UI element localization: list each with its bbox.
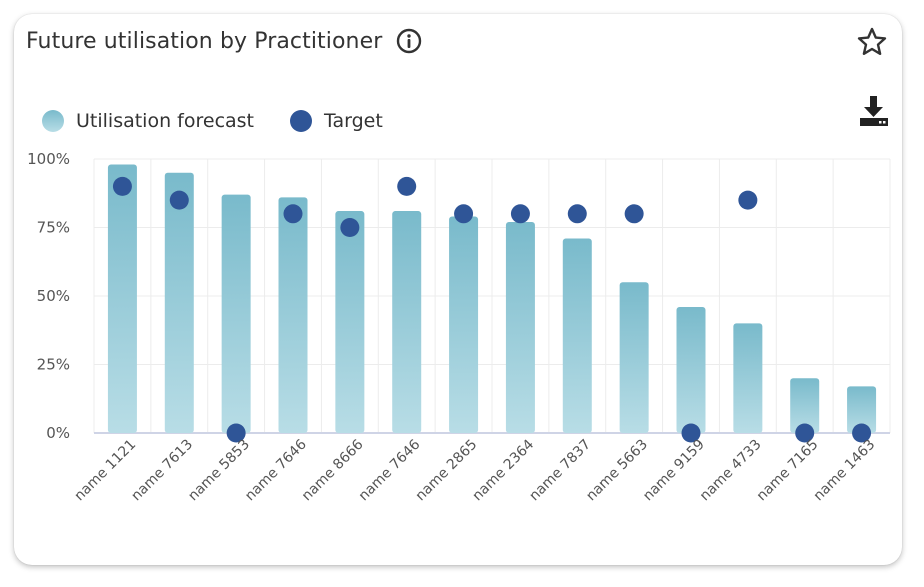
target-point[interactable]	[169, 190, 189, 210]
target-point[interactable]	[226, 423, 246, 443]
legend-label-target: Target	[324, 110, 383, 132]
download-icon[interactable]	[858, 94, 890, 128]
x-tick-label: name 1463	[811, 437, 879, 505]
target-point[interactable]	[738, 190, 758, 210]
forecast-bar[interactable]	[107, 164, 137, 434]
chart-legend: Utilisation forecast Target	[42, 110, 419, 132]
legend-item-forecast[interactable]: Utilisation forecast	[42, 110, 254, 132]
forecast-bar[interactable]	[562, 238, 592, 433]
y-tick-label: 25%	[37, 356, 70, 374]
target-point[interactable]	[283, 204, 303, 224]
forecast-bar[interactable]	[676, 306, 706, 433]
legend-swatch-target	[290, 110, 313, 132]
target-point[interactable]	[112, 176, 132, 196]
target-point[interactable]	[397, 176, 417, 196]
target-point[interactable]	[795, 423, 815, 443]
forecast-bar[interactable]	[733, 323, 763, 433]
forecast-bar[interactable]	[335, 211, 365, 433]
card-header: Future utilisation by Practitioner	[26, 28, 422, 54]
legend-label-forecast: Utilisation forecast	[76, 110, 255, 132]
forecast-bar[interactable]	[164, 172, 194, 433]
target-point[interactable]	[681, 423, 701, 443]
utilisation-card: Future utilisation by Practitioner Utili…	[14, 14, 902, 565]
forecast-bar[interactable]	[847, 386, 877, 433]
y-tick-label: 0%	[46, 424, 70, 442]
card-title: Future utilisation by Practitioner	[26, 28, 383, 54]
legend-swatch-forecast	[42, 110, 64, 132]
forecast-bar[interactable]	[221, 194, 251, 433]
info-icon[interactable]	[396, 28, 422, 54]
y-tick-label: 50%	[37, 287, 70, 305]
target-point[interactable]	[340, 218, 360, 237]
target-point[interactable]	[852, 423, 872, 443]
forecast-bar[interactable]	[278, 197, 308, 433]
target-point[interactable]	[454, 204, 474, 224]
forecast-bar[interactable]	[449, 216, 479, 433]
forecast-bar[interactable]	[790, 378, 820, 433]
forecast-bar[interactable]	[505, 222, 535, 433]
legend-item-target[interactable]: Target	[290, 110, 383, 132]
star-icon[interactable]	[856, 26, 888, 58]
target-point[interactable]	[624, 204, 644, 224]
forecast-bar[interactable]	[392, 211, 422, 433]
target-point[interactable]	[510, 204, 530, 224]
y-tick-label: 75%	[37, 219, 70, 237]
forecast-bar[interactable]	[619, 282, 649, 433]
y-tick-label: 100%	[27, 150, 70, 168]
target-point[interactable]	[567, 204, 587, 224]
